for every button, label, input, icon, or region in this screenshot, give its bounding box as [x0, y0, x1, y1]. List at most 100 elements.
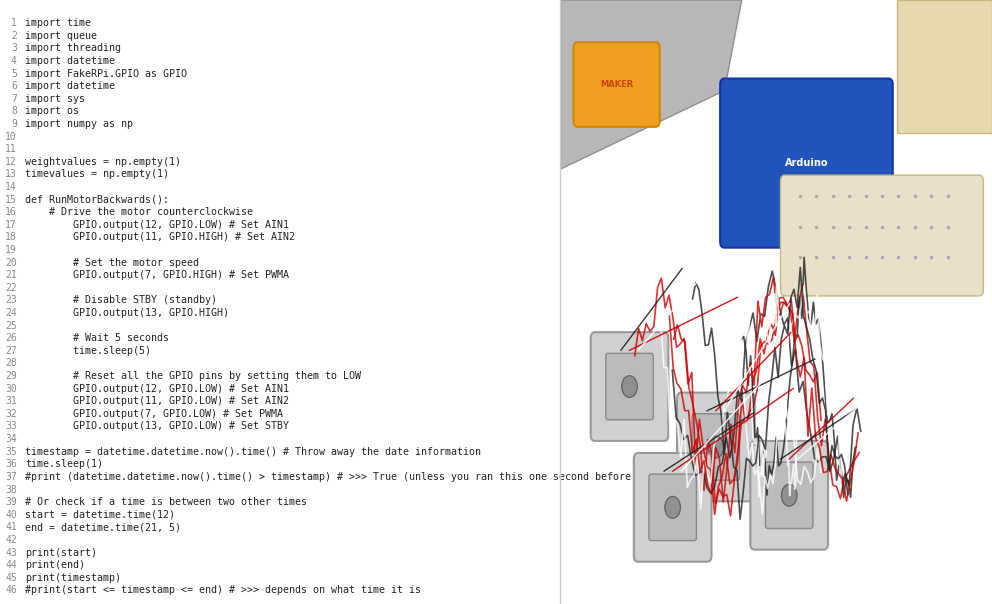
Text: 23: 23: [5, 295, 17, 306]
Text: # Disable STBY (standby): # Disable STBY (standby): [25, 295, 217, 306]
Text: Arduino: Arduino: [785, 158, 828, 168]
Text: 26: 26: [5, 333, 17, 343]
Text: 42: 42: [5, 535, 17, 545]
Text: 32: 32: [5, 409, 17, 419]
Text: 15: 15: [5, 194, 17, 205]
Circle shape: [622, 376, 637, 397]
Text: # Or check if a time is between two other times: # Or check if a time is between two othe…: [25, 497, 308, 507]
Text: import os: import os: [25, 106, 79, 117]
Text: GPIO.output(7, GPIO.HIGH) # Set PWMA: GPIO.output(7, GPIO.HIGH) # Set PWMA: [25, 270, 290, 280]
FancyBboxPatch shape: [766, 462, 812, 528]
Text: end = datetime.time(21, 5): end = datetime.time(21, 5): [25, 522, 182, 532]
Text: weightvalues = np.empty(1): weightvalues = np.empty(1): [25, 157, 182, 167]
Text: GPIO.output(13, GPIO.HIGH): GPIO.output(13, GPIO.HIGH): [25, 308, 229, 318]
Text: start = datetime.time(12): start = datetime.time(12): [25, 510, 176, 519]
Text: print(end): print(end): [25, 560, 85, 570]
Text: 37: 37: [5, 472, 17, 482]
Circle shape: [782, 484, 797, 506]
Text: GPIO.output(11, GPIO.LOW) # Set AIN2: GPIO.output(11, GPIO.LOW) # Set AIN2: [25, 396, 290, 406]
Text: 1: 1: [11, 18, 17, 28]
Text: import sys: import sys: [25, 94, 85, 104]
Text: GPIO.output(11, GPIO.HIGH) # Set AIN2: GPIO.output(11, GPIO.HIGH) # Set AIN2: [25, 233, 296, 242]
Text: 11: 11: [5, 144, 17, 154]
Text: 43: 43: [5, 548, 17, 557]
FancyBboxPatch shape: [750, 441, 828, 550]
Text: print(start): print(start): [25, 548, 97, 557]
FancyBboxPatch shape: [677, 393, 755, 501]
FancyBboxPatch shape: [649, 474, 696, 541]
FancyBboxPatch shape: [634, 453, 711, 562]
Text: 12: 12: [5, 157, 17, 167]
Text: 25: 25: [5, 321, 17, 330]
Text: import time: import time: [25, 18, 91, 28]
Text: def RunMotorBackwards():: def RunMotorBackwards():: [25, 194, 170, 205]
Text: 14: 14: [5, 182, 17, 192]
Text: 8: 8: [11, 106, 17, 117]
Polygon shape: [560, 0, 742, 169]
Text: 45: 45: [5, 573, 17, 583]
Text: import datetime: import datetime: [25, 56, 115, 66]
FancyBboxPatch shape: [781, 175, 983, 296]
Text: 20: 20: [5, 258, 17, 268]
Text: 33: 33: [5, 422, 17, 431]
Text: 41: 41: [5, 522, 17, 532]
Text: GPIO.output(7, GPIO.LOW) # Set PWMA: GPIO.output(7, GPIO.LOW) # Set PWMA: [25, 409, 284, 419]
Text: import datetime: import datetime: [25, 81, 115, 91]
Text: print(timestamp): print(timestamp): [25, 573, 121, 583]
FancyBboxPatch shape: [897, 0, 992, 133]
Text: 5: 5: [11, 68, 17, 79]
Text: 16: 16: [5, 207, 17, 217]
Text: 30: 30: [5, 384, 17, 394]
Text: # Wait 5 seconds: # Wait 5 seconds: [25, 333, 170, 343]
Text: 46: 46: [5, 585, 17, 596]
Text: 24: 24: [5, 308, 17, 318]
Text: 28: 28: [5, 358, 17, 368]
FancyBboxPatch shape: [573, 42, 660, 127]
Text: timestamp = datetime.datetime.now().time() # Throw away the date information: timestamp = datetime.datetime.now().time…: [25, 447, 481, 457]
Text: GPIO.output(13, GPIO.LOW) # Set STBY: GPIO.output(13, GPIO.LOW) # Set STBY: [25, 422, 290, 431]
Text: 13: 13: [5, 169, 17, 179]
Text: 2: 2: [11, 31, 17, 40]
Text: 7: 7: [11, 94, 17, 104]
Text: #print (datetime.datetime.now().time() > timestamp) # >>> True (unless you ran t: #print (datetime.datetime.now().time() >…: [25, 472, 697, 482]
Text: 39: 39: [5, 497, 17, 507]
FancyBboxPatch shape: [590, 332, 669, 441]
Text: time.sleep(5): time.sleep(5): [25, 346, 151, 356]
Text: #print(start <= timestamp <= end) # >>> depends on what time it is: #print(start <= timestamp <= end) # >>> …: [25, 585, 422, 596]
Text: 27: 27: [5, 346, 17, 356]
Text: import queue: import queue: [25, 31, 97, 40]
Text: # Set the motor speed: # Set the motor speed: [25, 258, 199, 268]
Text: 22: 22: [5, 283, 17, 293]
Text: MAKER: MAKER: [600, 80, 633, 89]
Text: GPIO.output(12, GPIO.LOW) # Set AIN1: GPIO.output(12, GPIO.LOW) # Set AIN1: [25, 220, 290, 230]
Circle shape: [708, 436, 723, 458]
Text: 9: 9: [11, 119, 17, 129]
Text: import threading: import threading: [25, 43, 121, 53]
Text: # Drive the motor counterclockwise: # Drive the motor counterclockwise: [25, 207, 253, 217]
Text: import FakeRPi.GPIO as GPIO: import FakeRPi.GPIO as GPIO: [25, 68, 187, 79]
Text: 34: 34: [5, 434, 17, 444]
FancyBboxPatch shape: [606, 353, 654, 420]
FancyBboxPatch shape: [720, 79, 893, 248]
Text: 36: 36: [5, 459, 17, 469]
Text: 44: 44: [5, 560, 17, 570]
Text: 18: 18: [5, 233, 17, 242]
FancyBboxPatch shape: [692, 414, 740, 480]
Text: time.sleep(1): time.sleep(1): [25, 459, 103, 469]
Text: # Reset all the GPIO pins by setting them to LOW: # Reset all the GPIO pins by setting the…: [25, 371, 361, 381]
Circle shape: [665, 496, 681, 518]
Text: 17: 17: [5, 220, 17, 230]
Text: 4: 4: [11, 56, 17, 66]
Text: timevalues = np.empty(1): timevalues = np.empty(1): [25, 169, 170, 179]
Text: 19: 19: [5, 245, 17, 255]
Text: 29: 29: [5, 371, 17, 381]
Text: import numpy as np: import numpy as np: [25, 119, 133, 129]
Text: 40: 40: [5, 510, 17, 519]
Text: 6: 6: [11, 81, 17, 91]
Text: 21: 21: [5, 270, 17, 280]
Text: 10: 10: [5, 132, 17, 141]
Text: 3: 3: [11, 43, 17, 53]
Text: 35: 35: [5, 447, 17, 457]
Text: 31: 31: [5, 396, 17, 406]
Text: GPIO.output(12, GPIO.LOW) # Set AIN1: GPIO.output(12, GPIO.LOW) # Set AIN1: [25, 384, 290, 394]
